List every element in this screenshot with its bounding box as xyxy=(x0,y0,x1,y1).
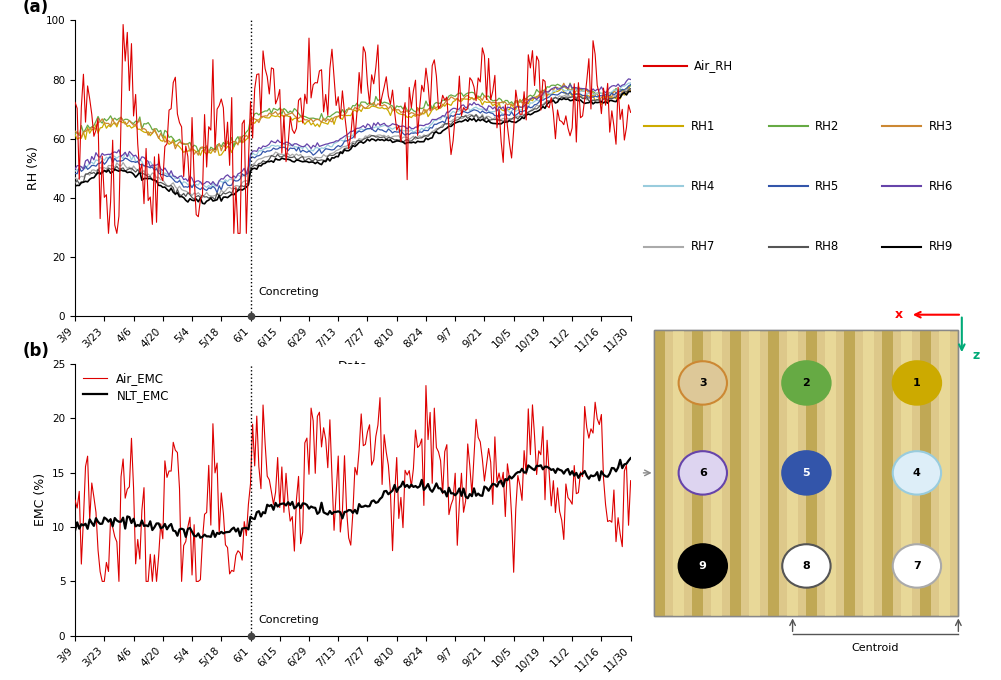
Circle shape xyxy=(893,544,941,588)
Text: 5: 5 xyxy=(803,468,810,478)
Bar xyxy=(864,330,874,615)
NLT_EMC xyxy=(548,465,560,473)
Text: RH4: RH4 xyxy=(691,180,715,193)
Line: Air_EMC: Air_EMC xyxy=(75,386,631,581)
NLT_EMC xyxy=(94,520,106,528)
Bar xyxy=(845,330,855,615)
Text: 6: 6 xyxy=(699,468,707,478)
Text: RH2: RH2 xyxy=(815,120,839,133)
Text: Concreting: Concreting xyxy=(259,615,319,625)
NLT_EMC xyxy=(82,525,94,533)
Circle shape xyxy=(679,544,727,588)
NLT_EMC xyxy=(284,501,296,509)
Bar xyxy=(693,330,703,615)
Air_EMC xyxy=(96,577,108,585)
Bar xyxy=(674,330,684,615)
Text: 4: 4 xyxy=(913,468,921,478)
Text: x: x xyxy=(895,308,903,321)
Text: 2: 2 xyxy=(803,378,810,388)
Text: Centroid: Centroid xyxy=(852,643,899,653)
Text: RH5: RH5 xyxy=(815,180,839,193)
Bar xyxy=(655,330,665,615)
Air_EMC xyxy=(420,381,432,390)
X-axis label: Date: Date xyxy=(338,360,367,373)
Bar xyxy=(750,330,760,615)
Text: (a): (a) xyxy=(22,0,48,16)
Y-axis label: EMC (%): EMC (%) xyxy=(34,473,47,526)
Text: (b): (b) xyxy=(22,341,49,360)
Text: RH1: RH1 xyxy=(691,120,715,133)
Bar xyxy=(788,330,798,615)
Text: RH9: RH9 xyxy=(929,240,953,254)
Y-axis label: RH (%): RH (%) xyxy=(27,146,40,190)
Circle shape xyxy=(893,452,941,494)
Air_EMC xyxy=(82,452,94,460)
Text: 8: 8 xyxy=(803,561,810,571)
Air_EMC xyxy=(625,477,637,485)
Bar xyxy=(920,330,931,615)
Text: z: z xyxy=(972,349,979,362)
NLT_EMC xyxy=(625,454,637,462)
Circle shape xyxy=(893,361,941,405)
Bar xyxy=(655,330,958,615)
Text: 9: 9 xyxy=(699,561,707,571)
NLT_EMC xyxy=(194,534,206,542)
Circle shape xyxy=(782,452,831,494)
Air_EMC xyxy=(182,523,194,531)
Bar xyxy=(655,330,958,615)
Bar xyxy=(807,330,817,615)
Text: RH8: RH8 xyxy=(815,240,839,254)
Text: RH7: RH7 xyxy=(691,240,715,254)
Legend: Air_EMC, NLT_EMC: Air_EMC, NLT_EMC xyxy=(81,370,171,404)
Bar xyxy=(901,330,912,615)
Bar xyxy=(731,330,741,615)
Air_EMC xyxy=(94,568,106,576)
Air_EMC xyxy=(284,517,296,525)
Bar xyxy=(712,330,722,615)
Text: 1: 1 xyxy=(913,378,921,388)
Bar xyxy=(939,330,950,615)
Text: RH3: RH3 xyxy=(929,120,953,133)
Air_EMC xyxy=(550,509,562,517)
Circle shape xyxy=(679,452,727,494)
NLT_EMC xyxy=(438,487,450,495)
Text: 7: 7 xyxy=(913,561,921,571)
Bar xyxy=(883,330,893,615)
Text: Concreting: Concreting xyxy=(259,288,319,297)
Circle shape xyxy=(782,544,831,588)
Circle shape xyxy=(679,361,727,405)
Text: Air_RH: Air_RH xyxy=(694,59,733,72)
Text: 3: 3 xyxy=(699,378,707,388)
Bar xyxy=(826,330,836,615)
Line: NLT_EMC: NLT_EMC xyxy=(75,458,631,538)
Text: RH6: RH6 xyxy=(929,180,953,193)
Circle shape xyxy=(782,361,831,405)
Air_EMC xyxy=(69,496,81,504)
Air_EMC xyxy=(440,441,452,449)
NLT_EMC xyxy=(180,533,192,541)
Bar xyxy=(769,330,779,615)
NLT_EMC xyxy=(69,526,81,534)
